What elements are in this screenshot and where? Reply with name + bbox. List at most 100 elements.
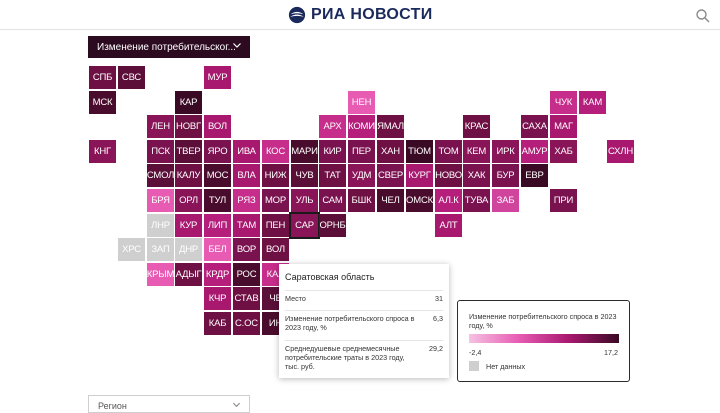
- region-tile[interactable]: ВЛА: [233, 164, 260, 187]
- region-tile[interactable]: ДНР: [175, 238, 202, 261]
- region-tile[interactable]: ЯМАЛ: [377, 115, 404, 138]
- region-tile[interactable]: КОС: [262, 140, 289, 163]
- region-tile[interactable]: ТАТ: [319, 164, 346, 187]
- legend-gradient-bar: [469, 334, 619, 343]
- region-tile[interactable]: НИЖ: [262, 164, 289, 187]
- region-tile[interactable]: РОС: [233, 263, 260, 286]
- region-tile[interactable]: АРХ: [319, 115, 346, 138]
- region-tile[interactable]: СВЕР: [377, 164, 404, 187]
- region-tile[interactable]: СТАВ: [233, 287, 260, 310]
- region-tile[interactable]: БРЯ: [147, 189, 174, 212]
- region-tile[interactable]: АДЫГ: [175, 263, 202, 286]
- region-tile[interactable]: ХРС: [118, 238, 145, 261]
- region-tile[interactable]: ЛИП: [204, 214, 231, 237]
- region-select[interactable]: Регион: [88, 395, 250, 413]
- region-tile[interactable]: ЧЕЛ: [377, 189, 404, 212]
- region-tile[interactable]: ОМСК: [406, 189, 433, 212]
- globe-icon: [288, 6, 306, 24]
- region-tile[interactable]: АЛ.К: [435, 189, 462, 212]
- region-tile[interactable]: ЛНР: [147, 214, 174, 237]
- legend-max: 17,2: [604, 348, 618, 357]
- region-tile[interactable]: КЕМ: [463, 140, 490, 163]
- region-tile[interactable]: ОРЛ: [175, 189, 202, 212]
- tooltip-row: Место 31: [285, 290, 443, 308]
- region-tile[interactable]: ХАБ: [550, 140, 577, 163]
- region-tile[interactable]: КУР: [175, 214, 202, 237]
- region-tile[interactable]: МУР: [204, 66, 231, 89]
- tooltip-row-label: Среднедушевые среднемесячные потребитель…: [285, 344, 405, 371]
- color-legend: Изменение потребительского спроса в 2023…: [457, 300, 630, 382]
- region-tile[interactable]: ПЕН: [262, 214, 289, 237]
- region-tile[interactable]: КРЫМ: [147, 263, 174, 286]
- region-tile[interactable]: СПБ: [89, 66, 116, 89]
- region-tile[interactable]: С.ОС: [233, 312, 260, 335]
- region-tile[interactable]: САР: [289, 212, 320, 239]
- region-tile[interactable]: МОР: [262, 189, 289, 212]
- region-tile[interactable]: ВОЛ: [262, 238, 289, 261]
- region-tile[interactable]: СМОЛ: [147, 164, 174, 187]
- region-tile[interactable]: САХА: [521, 115, 548, 138]
- tooltip-row-value: 31: [435, 294, 443, 303]
- region-tile[interactable]: КРДР: [204, 263, 231, 286]
- region-tile[interactable]: ЛЕН: [147, 115, 174, 138]
- region-tile[interactable]: СХЛН: [607, 140, 634, 163]
- region-tile[interactable]: БШК: [348, 189, 375, 212]
- region-tile[interactable]: ПЕР: [348, 140, 375, 163]
- region-tile[interactable]: МСК: [89, 91, 116, 114]
- region-tile[interactable]: ПРИ: [550, 189, 577, 212]
- region-tile[interactable]: СВС: [118, 66, 145, 89]
- search-icon[interactable]: [695, 8, 711, 24]
- region-tile[interactable]: БЕЛ: [204, 238, 231, 261]
- region-tile[interactable]: ЯРО: [204, 140, 231, 163]
- region-tile[interactable]: ТУВА: [463, 189, 490, 212]
- region-tile[interactable]: ТУЛ: [204, 189, 231, 212]
- region-tile[interactable]: МАРИ: [291, 140, 318, 163]
- region-tile[interactable]: УДМ: [348, 164, 375, 187]
- region-tile[interactable]: ВОЛ: [204, 115, 231, 138]
- region-tile[interactable]: МАГ: [550, 115, 577, 138]
- region-tile[interactable]: ТЮМ: [406, 140, 433, 163]
- region-tile[interactable]: КУРГ: [406, 164, 433, 187]
- region-tile[interactable]: ПСК: [147, 140, 174, 163]
- region-tile[interactable]: ХАН: [377, 140, 404, 163]
- region-tile[interactable]: КАБ: [204, 312, 231, 335]
- region-tile[interactable]: КРАС: [463, 115, 490, 138]
- ria-logo[interactable]: РИА НОВОСТИ: [288, 5, 433, 25]
- region-tile[interactable]: ТАМ: [233, 214, 260, 237]
- region-tile[interactable]: УЛЬ: [291, 189, 318, 212]
- region-tile[interactable]: ЧУК: [550, 91, 577, 114]
- region-tile[interactable]: РЯЗ: [233, 189, 260, 212]
- region-tile[interactable]: КАР: [175, 91, 202, 114]
- region-tile[interactable]: КИР: [319, 140, 346, 163]
- tooltip-title: Саратовская область: [285, 272, 375, 282]
- region-tile[interactable]: БУР: [492, 164, 519, 187]
- region-tile[interactable]: ЗАБ: [492, 189, 519, 212]
- region-tile[interactable]: КАЛУ: [175, 164, 202, 187]
- region-tile[interactable]: МОС: [204, 164, 231, 187]
- region-tile[interactable]: ИРК: [492, 140, 519, 163]
- region-tile[interactable]: КАМ: [579, 91, 606, 114]
- no-data-swatch: [469, 361, 479, 371]
- region-tile[interactable]: КЧР: [204, 287, 231, 310]
- tooltip-row-label: Изменение потребительского спроса в 2023…: [285, 314, 415, 332]
- region-tile[interactable]: ВОР: [233, 238, 260, 261]
- region-tile[interactable]: ЕВР: [521, 164, 548, 187]
- region-tile[interactable]: НЕН: [348, 91, 375, 114]
- indicator-select[interactable]: Изменение потребительског...: [88, 36, 250, 58]
- region-tile[interactable]: КНГ: [89, 140, 116, 163]
- region-tile[interactable]: САМ: [319, 189, 346, 212]
- region-tile[interactable]: АЛТ: [435, 214, 462, 237]
- region-tile[interactable]: ЗАП: [147, 238, 174, 261]
- region-tile[interactable]: ЧУВ: [291, 164, 318, 187]
- region-tile[interactable]: НОВО: [435, 164, 462, 187]
- region-tile[interactable]: ИВА: [233, 140, 260, 163]
- logo-text: РИА НОВОСТИ: [311, 6, 433, 23]
- region-tile[interactable]: ТВЕР: [175, 140, 202, 163]
- region-tile[interactable]: ТОМ: [435, 140, 462, 163]
- region-tile[interactable]: ХАК: [463, 164, 490, 187]
- no-data-label: Нет данных: [486, 362, 526, 371]
- region-tile[interactable]: КОМИ: [348, 115, 375, 138]
- region-tile[interactable]: ОРНБ: [319, 214, 346, 237]
- region-tile[interactable]: НОВГ: [175, 115, 202, 138]
- region-tile[interactable]: АМУР: [521, 140, 548, 163]
